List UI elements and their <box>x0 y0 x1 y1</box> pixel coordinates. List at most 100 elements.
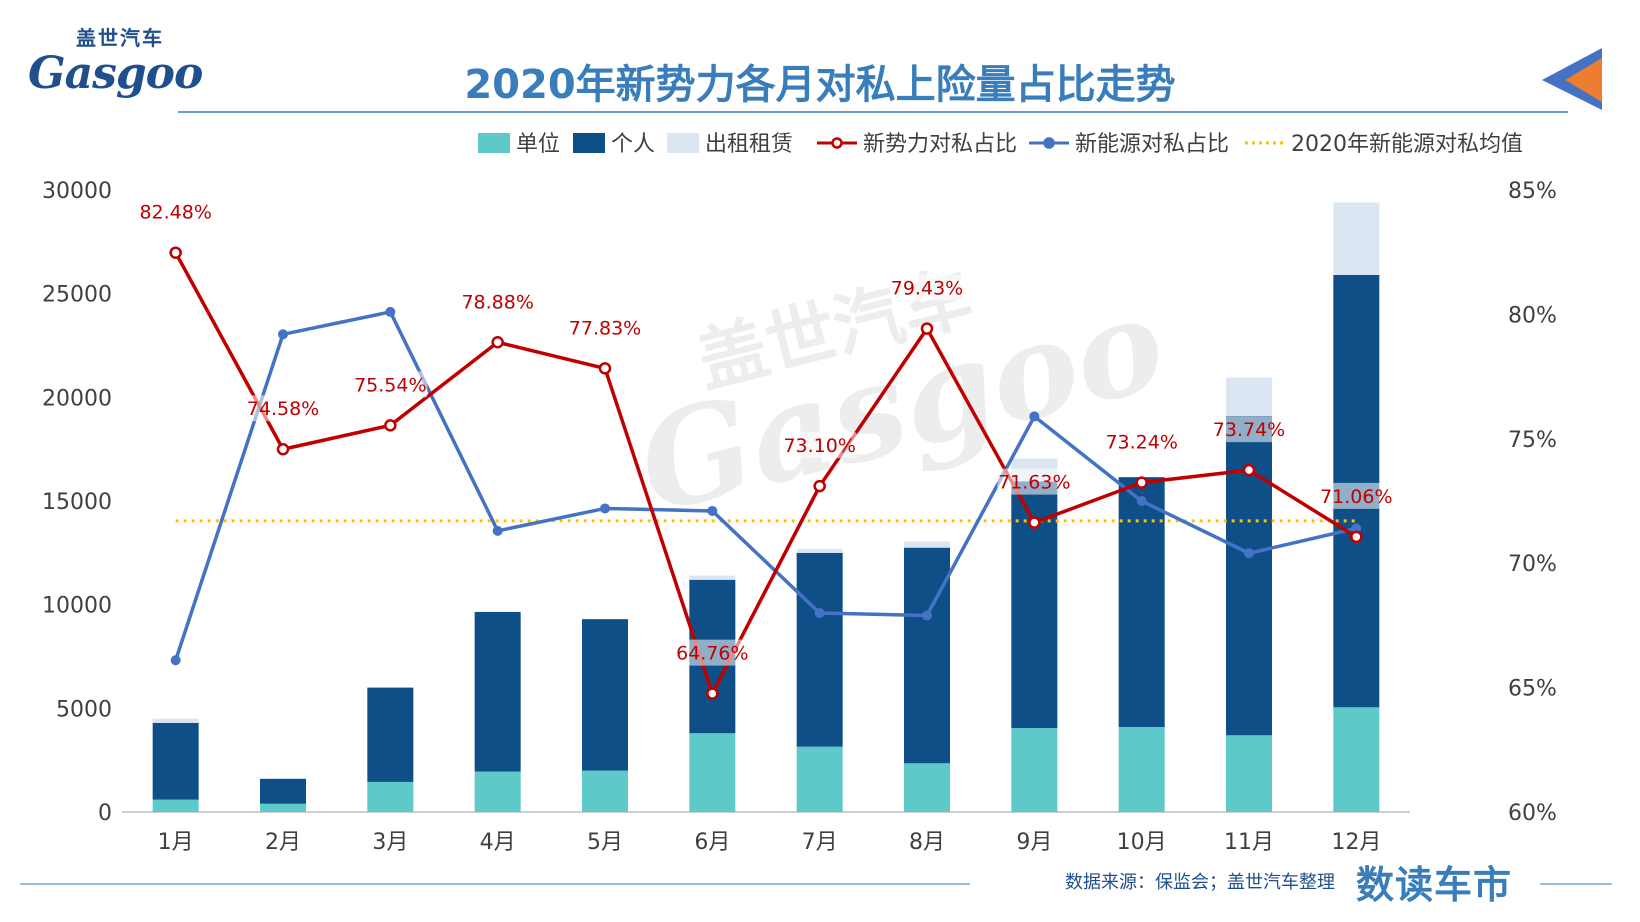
data-label: 64.76% <box>676 643 748 665</box>
bar-rental <box>689 575 736 580</box>
y-right-tick-label: 65% <box>1508 677 1557 702</box>
y-left-tick-label: 20000 <box>42 386 112 411</box>
nev-point <box>600 503 610 514</box>
bar-personal <box>904 547 950 764</box>
bar-personal <box>1226 415 1272 736</box>
data-label-bg <box>353 371 428 398</box>
x-tick-label: 3月 <box>372 830 408 855</box>
new-force-point <box>813 479 826 493</box>
nev-point <box>1136 496 1147 506</box>
bar-unit <box>1118 726 1165 812</box>
nev-point <box>707 505 718 516</box>
x-tick-label: 6月 <box>694 830 730 855</box>
bar-unit <box>260 803 306 812</box>
legend-unit-label: 单位 <box>516 132 560 157</box>
new-force-point <box>1135 476 1148 489</box>
logo-cn: 盖世汽车 <box>76 26 164 50</box>
x-tick-label: 5月 <box>587 830 623 855</box>
bar-rental <box>796 548 843 553</box>
arrow-icon <box>1542 48 1602 110</box>
data-label-bg <box>890 274 964 301</box>
bar-rental <box>904 541 950 548</box>
logo: Gasgoo <box>28 48 203 99</box>
nev-point <box>385 306 396 317</box>
nev-point <box>1351 523 1362 534</box>
new-force-point <box>276 442 290 456</box>
brand-logo: 数读车市 <box>1356 863 1513 907</box>
legend-rental-swatch <box>667 133 699 153</box>
bar-personal <box>1118 477 1165 727</box>
y-left-tick-label: 15000 <box>42 490 112 515</box>
legend-average-label: 2020年新能源对私均值 <box>1291 132 1523 157</box>
x-tick-label: 8月 <box>909 830 945 855</box>
data-label-bg <box>675 639 750 666</box>
y-right-tick-label: 75% <box>1508 428 1557 453</box>
bar-unit <box>582 770 628 812</box>
legend-personal-label: 个人 <box>611 132 655 157</box>
nev-point <box>170 655 181 666</box>
chart-title: 2020年新势力各月对私上险量占比走势 <box>464 62 1176 108</box>
data-label: 73.24% <box>1105 432 1177 454</box>
bar-personal <box>796 552 843 747</box>
y-right-tick-label: 60% <box>1508 801 1557 826</box>
bar-unit <box>474 771 521 812</box>
data-label-bg <box>997 468 1072 495</box>
data-label: 75.54% <box>354 374 426 396</box>
bar-unit <box>689 733 736 812</box>
y-left-tick-label: 25000 <box>42 283 112 308</box>
bar-personal <box>152 722 199 800</box>
data-label: 73.10% <box>783 435 855 457</box>
bar-personal <box>367 687 414 782</box>
nev-point <box>922 610 932 621</box>
nev-point <box>1029 411 1040 422</box>
legend-unit-swatch <box>478 133 510 153</box>
legend-new-force-label: 新势力对私占比 <box>863 132 1017 157</box>
x-tick-label: 9月 <box>1016 830 1052 855</box>
x-tick-label: 12月 <box>1331 830 1381 855</box>
y-right-tick-label: 85% <box>1508 179 1557 204</box>
data-label: 71.63% <box>998 472 1070 494</box>
bar-personal <box>582 619 628 771</box>
y-left-tick-label: 10000 <box>42 594 112 619</box>
y-right-tick-label: 80% <box>1508 303 1557 328</box>
bar-unit <box>152 799 199 812</box>
bar-personal <box>474 611 521 772</box>
legend-nev-label: 新能源对私占比 <box>1075 132 1229 157</box>
x-tick-label: 2月 <box>265 830 301 855</box>
data-source: 数据来源：保监会；盖世汽车整理 <box>1065 872 1335 893</box>
new-force-point <box>1242 463 1256 477</box>
data-label: 77.83% <box>569 317 641 339</box>
bar-personal <box>260 778 306 804</box>
y-right-tick-label: 70% <box>1508 552 1557 577</box>
bar-rental <box>1226 377 1272 416</box>
data-label-bg <box>1212 416 1286 443</box>
data-label: 71.06% <box>1320 486 1392 508</box>
nev-point <box>278 329 288 340</box>
axes: 0 5000 10000 15000 20000 25000 30000 60% 65% 70% 7… <box>42 179 1557 855</box>
y-left-tick-label: 5000 <box>56 697 112 722</box>
x-tick-label: 1月 <box>158 830 194 855</box>
new-force-point <box>920 322 934 335</box>
x-tick-label: 4月 <box>480 830 516 855</box>
bar-rental <box>1333 202 1380 276</box>
legend-nev-marker <box>1043 137 1055 149</box>
bars <box>152 202 1380 812</box>
data-label: 82.48% <box>139 202 211 224</box>
y-left-tick-label: 30000 <box>42 179 112 204</box>
data-label-bg <box>568 314 642 341</box>
legend-personal-swatch <box>573 133 605 153</box>
nev-line <box>174 310 1357 661</box>
new-force-point <box>1350 530 1363 544</box>
data-label-bg <box>246 395 320 422</box>
nev-point <box>814 607 825 618</box>
data-label: 73.74% <box>1213 419 1285 441</box>
nev-point <box>1244 548 1254 559</box>
new-force-point <box>598 362 612 375</box>
data-label-bg <box>782 432 857 459</box>
x-tick-label: 10月 <box>1117 830 1167 855</box>
new-force-point <box>384 419 397 432</box>
lines: 82.48% 74.58% 75.54% 78.88% 77.83% 64.76% 73.1… <box>138 198 1394 700</box>
legend: 单位 个人 出租租赁 新势力对私占比 新能源对私占比 2020年新能源对私均值 <box>478 132 1523 157</box>
data-label: 74.58% <box>247 398 319 420</box>
